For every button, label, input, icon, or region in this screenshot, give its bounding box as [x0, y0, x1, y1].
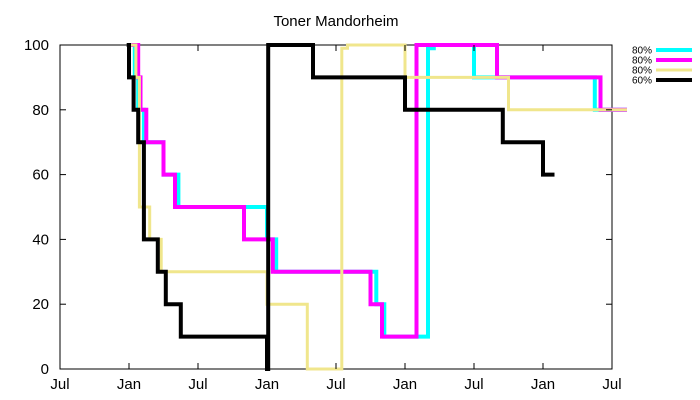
x-tick-label: Jan [255, 376, 279, 393]
series-line-2 [131, 43, 627, 339]
x-tick-label: Jul [188, 376, 207, 393]
series-line-4 [126, 43, 555, 371]
legend-label: 60% [632, 76, 652, 87]
y-tick-label: 80 [32, 102, 49, 119]
y-tick-label: 100 [24, 37, 49, 54]
x-tick-label: Jul [326, 376, 345, 393]
y-tick-label: 60 [32, 167, 49, 184]
x-tick-label: Jul [50, 376, 69, 393]
x-tick-label: Jan [531, 376, 555, 393]
x-tick-label: Jul [602, 376, 621, 393]
chart-title: Toner Mandorheim [273, 13, 398, 30]
x-tick-label: Jan [117, 376, 141, 393]
y-tick-label: 0 [41, 361, 49, 378]
y-tick-label: 20 [32, 296, 49, 313]
x-tick-label: Jul [464, 376, 483, 393]
legend-label: 80% [632, 66, 652, 77]
x-tick-label: Jan [393, 376, 417, 393]
series-line-1 [130, 43, 627, 339]
legend-label: 80% [632, 56, 652, 67]
legend-label: 80% [632, 46, 652, 57]
y-tick-label: 40 [32, 231, 49, 248]
